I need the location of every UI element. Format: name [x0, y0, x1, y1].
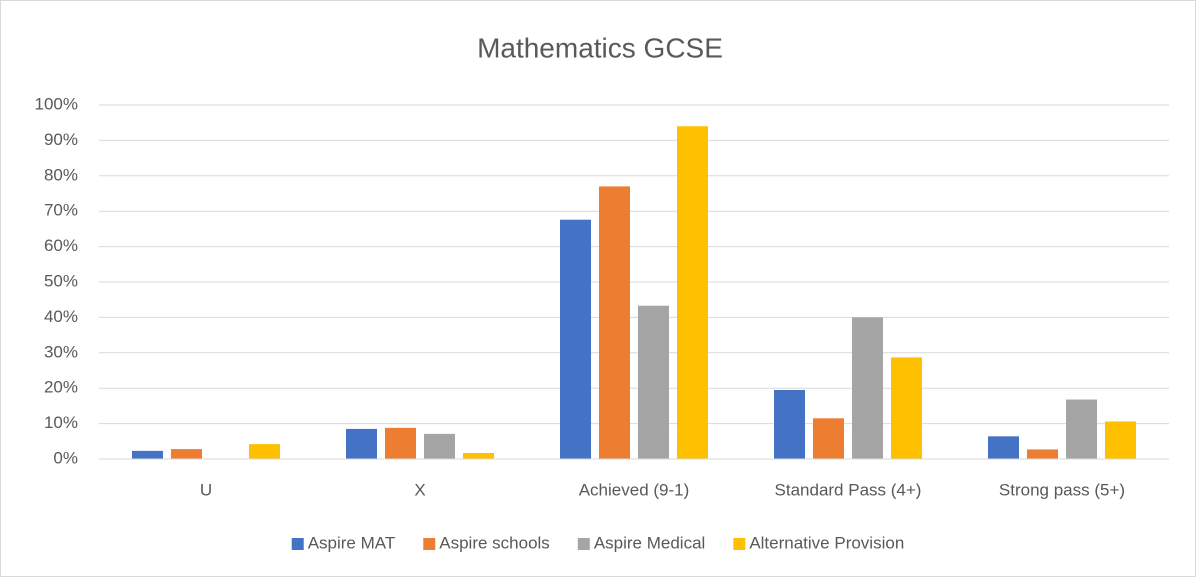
y-tick-label: 30%	[44, 342, 78, 361]
bar	[424, 433, 455, 459]
x-tick-label: U	[200, 480, 212, 499]
y-tick-label: 10%	[44, 413, 78, 432]
bar	[132, 450, 163, 459]
y-tick-label: 20%	[44, 378, 78, 397]
legend-swatch	[577, 538, 590, 550]
bar	[677, 126, 708, 460]
x-tick-label: Achieved (9-1)	[579, 480, 690, 499]
legend-label: Aspire MAT	[308, 533, 396, 552]
y-tick-label: 100%	[35, 94, 78, 113]
x-tick-label: Strong pass (5+)	[999, 480, 1125, 499]
bar	[988, 436, 1019, 459]
y-tick-label: 50%	[44, 271, 78, 290]
bar	[1105, 421, 1136, 459]
x-tick-label: X	[414, 480, 425, 499]
legend-label: Aspire Medical	[594, 533, 706, 552]
legend-label: Alternative Provision	[749, 533, 904, 552]
bar	[171, 449, 202, 459]
bar	[346, 428, 377, 459]
legend-label: Aspire schools	[439, 533, 550, 552]
y-tick-label: 90%	[44, 130, 78, 149]
y-tick-label: 60%	[44, 236, 78, 255]
bar	[463, 452, 494, 459]
legend-swatch	[423, 538, 436, 550]
bar	[599, 186, 630, 460]
legend-swatch	[291, 538, 304, 550]
bar	[1027, 449, 1058, 459]
bar	[249, 444, 280, 459]
bar	[1066, 399, 1097, 459]
bar	[385, 427, 416, 459]
bar	[852, 317, 883, 459]
bar	[891, 357, 922, 459]
bar	[638, 305, 669, 459]
y-tick-label: 70%	[44, 201, 78, 220]
bar	[774, 389, 805, 459]
bar	[813, 418, 844, 459]
y-tick-label: 40%	[44, 307, 78, 326]
legend-swatch	[733, 538, 746, 550]
chart-title: Mathematics GCSE	[477, 32, 723, 63]
bar	[560, 219, 591, 459]
x-tick-label: Standard Pass (4+)	[775, 480, 922, 499]
y-tick-label: 0%	[53, 448, 78, 467]
y-tick-label: 80%	[44, 165, 78, 184]
